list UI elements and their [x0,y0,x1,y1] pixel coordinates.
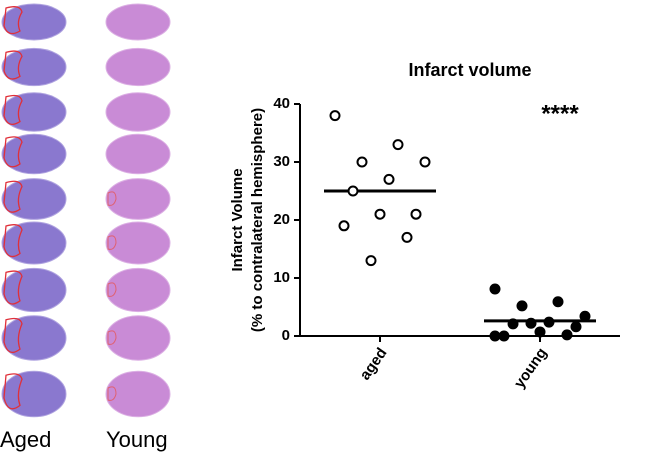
data-point [498,330,510,342]
y-tick-label: 10 [273,269,290,286]
data-point [570,321,582,333]
brain-slice [1,3,67,41]
y-tick-label: 30 [273,153,290,170]
infarct-outline [107,330,117,345]
data-point [552,296,564,308]
data-point [507,318,519,330]
brain-slice [1,92,67,132]
data-point [374,208,386,220]
brain-slice [1,133,67,175]
panel-label: Young [106,427,168,452]
data-point [401,231,413,243]
infarct-outline [107,386,117,401]
infarct-outline [3,317,23,354]
significance: **** [541,100,579,127]
data-point [579,310,591,322]
data-point [534,326,546,338]
infarct-outline [3,224,23,258]
data-point [489,330,501,342]
brain-slice [1,221,67,265]
data-point [365,255,377,267]
y-tick-label: 20 [273,211,290,228]
y-axis-label-line: Infarct Volume [229,168,246,271]
brain-slice [1,267,67,313]
infarct-outline [3,6,23,35]
infarct-outline [3,94,23,126]
brain-slice [105,370,171,418]
data-point [347,185,359,197]
brain-slice [105,92,171,132]
data-point [561,329,573,341]
data-point [525,317,537,329]
brain-slice [105,47,171,87]
y-axis-label-line: (% to contralateral hemisphere) [249,108,266,332]
data-point [419,156,431,168]
brain-slice [105,133,171,175]
infarct-outline [3,50,23,80]
y-tick-label: 40 [273,95,290,112]
data-point [338,220,350,232]
infarct-outline [3,136,23,168]
data-point [329,110,341,122]
brain-slice [1,315,67,361]
data-point [392,139,404,151]
data-point [543,316,555,328]
infarct-outline [107,235,117,250]
data-point [410,208,422,220]
infarct-outline [107,282,117,297]
chart-title: Infarct volume [408,60,531,80]
brain-slice [1,370,67,418]
infarct-outline [3,373,23,410]
data-point [489,283,501,295]
brain-slice [1,47,67,87]
data-point [356,156,368,168]
brain-slice [105,3,171,41]
infarct-outline [3,180,23,213]
x-tick-label: young [511,345,551,392]
infarct-outline [3,270,23,305]
brain-slice [105,178,171,220]
x-tick-label: aged [357,345,391,383]
brain-slice [1,178,67,220]
infarct-outline [107,191,117,206]
brain-slice [105,221,171,265]
y-tick-label: 0 [282,327,290,344]
brain-slice [105,315,171,361]
y-axis-label: Infarct Volume (% to contralateral hemis… [229,108,266,332]
data-point [516,300,528,312]
data-point [383,173,395,185]
brain-slice [105,267,171,313]
panel-label: Aged [0,427,51,452]
